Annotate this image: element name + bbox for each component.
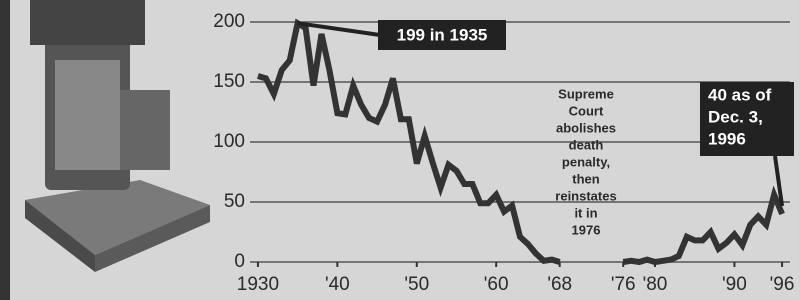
annotation-text: 199 in 1935 (397, 25, 488, 44)
annotation-text: 40 as of (708, 85, 772, 104)
annotation-text: death (569, 137, 604, 152)
y-tick-label: 200 (213, 11, 245, 32)
x-tick-label: '60 (484, 274, 509, 295)
annotation-text: reinstates (555, 188, 616, 203)
annotation-text: Supreme (558, 86, 614, 101)
x-tick-label: '96 (770, 274, 795, 295)
x-tick-label: '80 (643, 274, 668, 295)
annotation-text: penalty, (562, 154, 610, 169)
annotation-text: it in (574, 205, 597, 220)
y-tick-label: 50 (224, 191, 245, 212)
x-tick-label: '40 (325, 274, 350, 295)
annotation-text: 1976 (572, 222, 601, 237)
y-tick-label: 100 (213, 131, 245, 152)
y-tick-label: 150 (213, 71, 245, 92)
x-tick-label: 1930 (237, 274, 279, 295)
annotation-text: then (572, 171, 600, 186)
x-tick-label: '68 (547, 274, 572, 295)
annotation-text: Court (569, 103, 604, 118)
annotation-text: Dec. 3, (708, 107, 763, 126)
y-tick-label: 0 (234, 251, 245, 272)
annotation-text: 1996 (708, 129, 746, 148)
annotation-text: abolishes (556, 120, 616, 135)
x-tick-label: '76 (611, 274, 636, 295)
left-border (0, 0, 10, 300)
x-tick-label: '50 (404, 274, 429, 295)
x-tick-label: '90 (722, 274, 747, 295)
chart: 0 50 100 150 200 1930 '40 '50 '60 '68 '76 '80 '90 '96… (0, 0, 799, 300)
